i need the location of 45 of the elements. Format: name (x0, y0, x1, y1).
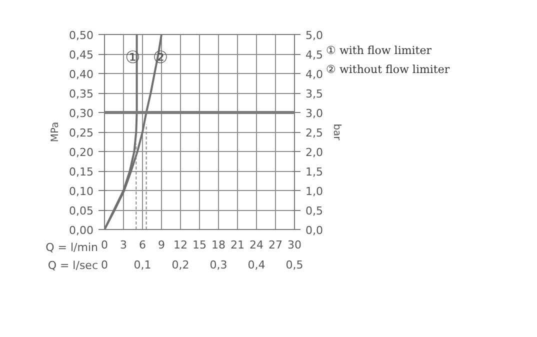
x2-tick-label: 0,2 (172, 258, 190, 272)
y-tick-label: 0,40 (69, 68, 94, 81)
legend-label: ② without flow limiter (326, 62, 450, 78)
y2-tick-label: 0,0 (306, 224, 323, 237)
y-tick-label: 0,20 (69, 146, 94, 159)
y-tick-label: 0,00 (69, 224, 94, 237)
y-tick-label: 0,05 (69, 204, 94, 218)
y2-tick-label: 2,0 (306, 146, 323, 159)
x-tick-label: 6 (139, 238, 146, 252)
x2-tick-label: 0 (101, 258, 108, 272)
y2-tick-label: 1,0 (306, 185, 323, 198)
x2-tick-label: 0,1 (134, 258, 152, 272)
y2-tick-label: 4,0 (306, 68, 323, 81)
x-tick-label: 27 (268, 238, 282, 252)
x2-axis-title: Q = l/sec (48, 258, 98, 274)
y2-tick-label: 2,5 (306, 126, 323, 140)
y2-tick-label: 5,0 (306, 29, 323, 42)
x-axis-title: Q = l/min (46, 240, 98, 256)
y2-tick-label: 0,5 (306, 204, 323, 218)
y2-axis-title: bar (330, 124, 342, 142)
x2-tick-label: 0,4 (248, 258, 266, 272)
y2-tick-label: 3,5 (306, 88, 323, 100)
x-tick-label: 30 (288, 238, 302, 252)
x-tick-label: 18 (212, 238, 226, 252)
legend-label: ① with flow limiter (326, 43, 432, 59)
y-tick-label: 0,35 (69, 88, 94, 100)
y2-tick-label: 4,5 (306, 48, 323, 62)
y-tick-label: 0,25 (69, 126, 94, 140)
x-tick-label: 12 (174, 238, 188, 252)
x-tick-label: 3 (120, 238, 127, 252)
x-tick-label: 0 (101, 238, 108, 252)
x-tick-label: 15 (192, 238, 206, 252)
y2-tick-label: 3,0 (306, 107, 323, 120)
x-tick-label: 24 (250, 238, 264, 252)
y-tick-label: 0,50 (69, 29, 94, 42)
y-tick-label: 0,45 (69, 48, 94, 62)
y-tick-label: 0,15 (69, 166, 94, 178)
x-tick-label: 21 (230, 238, 244, 252)
y-axis-title: MPa (50, 122, 62, 142)
y2-tick-label: 1,5 (306, 166, 323, 178)
y-tick-label: 0,10 (69, 185, 94, 198)
x2-tick-label: 0,3 (210, 258, 228, 272)
x-tick-label: 9 (158, 238, 165, 252)
x2-tick-label: 0,5 (286, 258, 304, 272)
y-tick-label: 0,30 (69, 107, 94, 120)
